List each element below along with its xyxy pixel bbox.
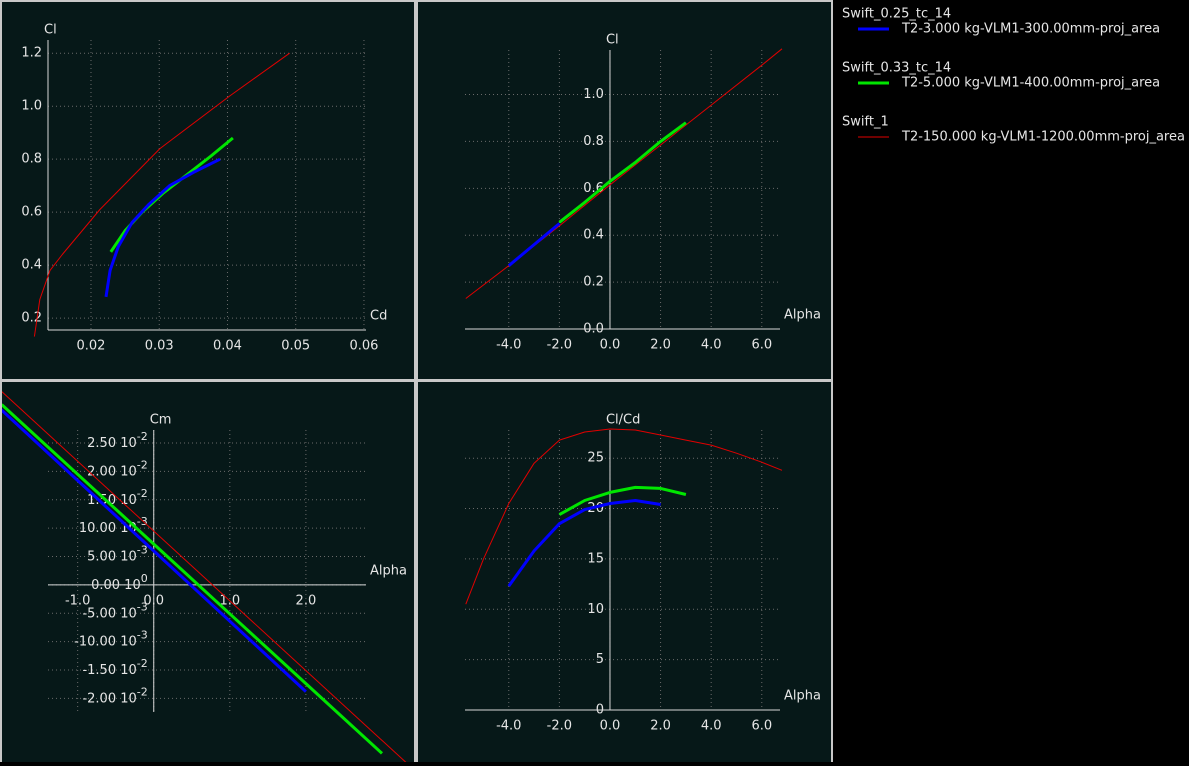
y-tick-label: 1.0 [21,99,42,114]
y-tick-label: 25 [587,451,604,466]
tick-exponent: -3 [137,629,148,642]
y-axis-label: Cl/Cd [606,413,640,428]
series-line [507,499,661,587]
x-tick-label: 0.05 [281,339,310,354]
tick-exponent: -2 [137,685,148,698]
x-tick-label: -2.0 [547,338,572,353]
tick-exponent: -2 [137,430,148,443]
x-tick-label: 4.0 [701,338,722,353]
y-tick-label: 10.00 10-3 [79,515,148,536]
y-tick-label: 1.2 [21,46,42,61]
x-axis-label: Cd [370,309,387,324]
series-line [2,391,407,762]
x-tick-label: -4.0 [496,338,521,353]
panel-background [418,382,831,762]
series-group [465,48,783,299]
x-tick-label: 0.0 [600,719,621,734]
tick-mantissa: 2.00 10 [87,464,137,479]
legend-group: Swift_0.33_tc_14 [842,61,951,76]
series-line [104,157,221,298]
y-axis-label: Cm [150,413,172,428]
series-line [33,52,290,337]
y-tick-label: 0.8 [583,134,604,149]
legend-panel [833,0,1189,762]
x-axis-label: Alpha [784,689,821,704]
series-line [507,222,561,267]
panel-background [418,2,831,379]
tick-exponent: -3 [137,544,148,557]
tick-mantissa: -5.00 10 [82,606,136,621]
tick-mantissa: 5.00 10 [87,549,137,564]
y-tick-label: 0.4 [583,228,604,243]
y-tick-label: 0.2 [21,311,42,326]
y-tick-label: 0.6 [21,205,42,220]
x-tick-label: 4.0 [701,719,722,734]
legend-group: Swift_1 [842,115,889,130]
tick-exponent: -2 [137,657,148,670]
x-tick-label: 6.0 [751,338,772,353]
x-tick-label: 0.03 [145,339,174,354]
series-line [558,485,687,516]
tick-exponent: -2 [137,487,148,500]
x-tick-label: 0.0 [600,338,621,353]
y-tick-label: -5.00 10-3 [82,600,147,621]
series-line [2,403,384,755]
x-axis-label: Alpha [784,308,821,323]
x-tick-label: -4.0 [496,719,521,734]
legend-group: Swift_0.25_tc_14 [842,7,951,22]
series-line [465,428,783,605]
tick-mantissa: -2.00 10 [82,691,136,706]
x-tick-label: 2.0 [650,338,671,353]
tick-exponent: -3 [137,600,148,613]
series-line [558,121,687,224]
tick-exponent: -3 [137,515,148,528]
y-tick-label: 2.50 10-2 [87,430,148,451]
y-tick-label: -10.00 10-3 [74,629,148,650]
tick-mantissa: -10.00 10 [74,634,137,649]
panel-background [2,382,414,762]
y-tick-label: 0.2 [583,275,604,290]
x-axis-label: Alpha [370,563,407,578]
y-tick-label: 15 [587,551,604,566]
y-tick-label: 1.0 [583,87,604,102]
series-line [2,408,307,693]
legend-name: T2-5.000 kg-VLM1-400.00mm-proj_area [901,76,1160,91]
y-axis-label: Cl [606,33,619,48]
legend-name: T2-150.000 kg-VLM1-1200.00mm-proj_area [901,130,1185,145]
series-group [33,52,290,337]
tick-mantissa: -1.50 10 [82,663,136,678]
y-tick-label: 10 [587,602,604,617]
y-axis-label: Cl [44,23,57,38]
x-tick-label: -1.0 [65,593,90,608]
series-group [2,391,407,762]
series-group [465,428,783,605]
plot-panel: -1.0 0.0 1.0 2.02.50 10-22.00 10-21.50 10-2… [2,382,414,762]
y-tick-label: 5 [596,652,604,667]
x-tick-label: 0.04 [213,339,242,354]
tick-mantissa: 2.50 10 [87,436,137,451]
tick-exponent: -2 [137,458,148,471]
x-tick-label: 6.0 [751,719,772,734]
x-tick-label: -2.0 [547,719,572,734]
y-tick-label: 2.00 10-2 [87,458,148,479]
y-tick-label: 0.4 [21,258,42,273]
y-tick-label: -1.50 10-2 [82,657,147,678]
plot-panel: -4.0 -2.0 0.0 2.0 4.0 6.00.00.20.40.60.81.0Al… [418,2,831,379]
x-tick-label: 2.0 [296,593,317,608]
y-tick-label: 5.00 10-3 [87,544,148,565]
tick-exponent: 0 [141,572,148,585]
x-tick-label: 0.06 [349,339,378,354]
y-tick-label: 0.8 [21,152,42,167]
x-tick-label: 0.02 [77,339,106,354]
tick-mantissa: 10.00 10 [79,521,137,536]
plot-panel: 0.02 0.03 0.04 0.05 0.06 0.2 0.4 0.6 0.8 1.0 1.2 Cd… [2,2,414,379]
legend-name: T2-3.000 kg-VLM1-300.00mm-proj_area [901,22,1160,37]
y-tick-label: -2.00 10-2 [82,685,147,706]
panel-background [2,2,414,379]
x-tick-label: 2.0 [650,719,671,734]
